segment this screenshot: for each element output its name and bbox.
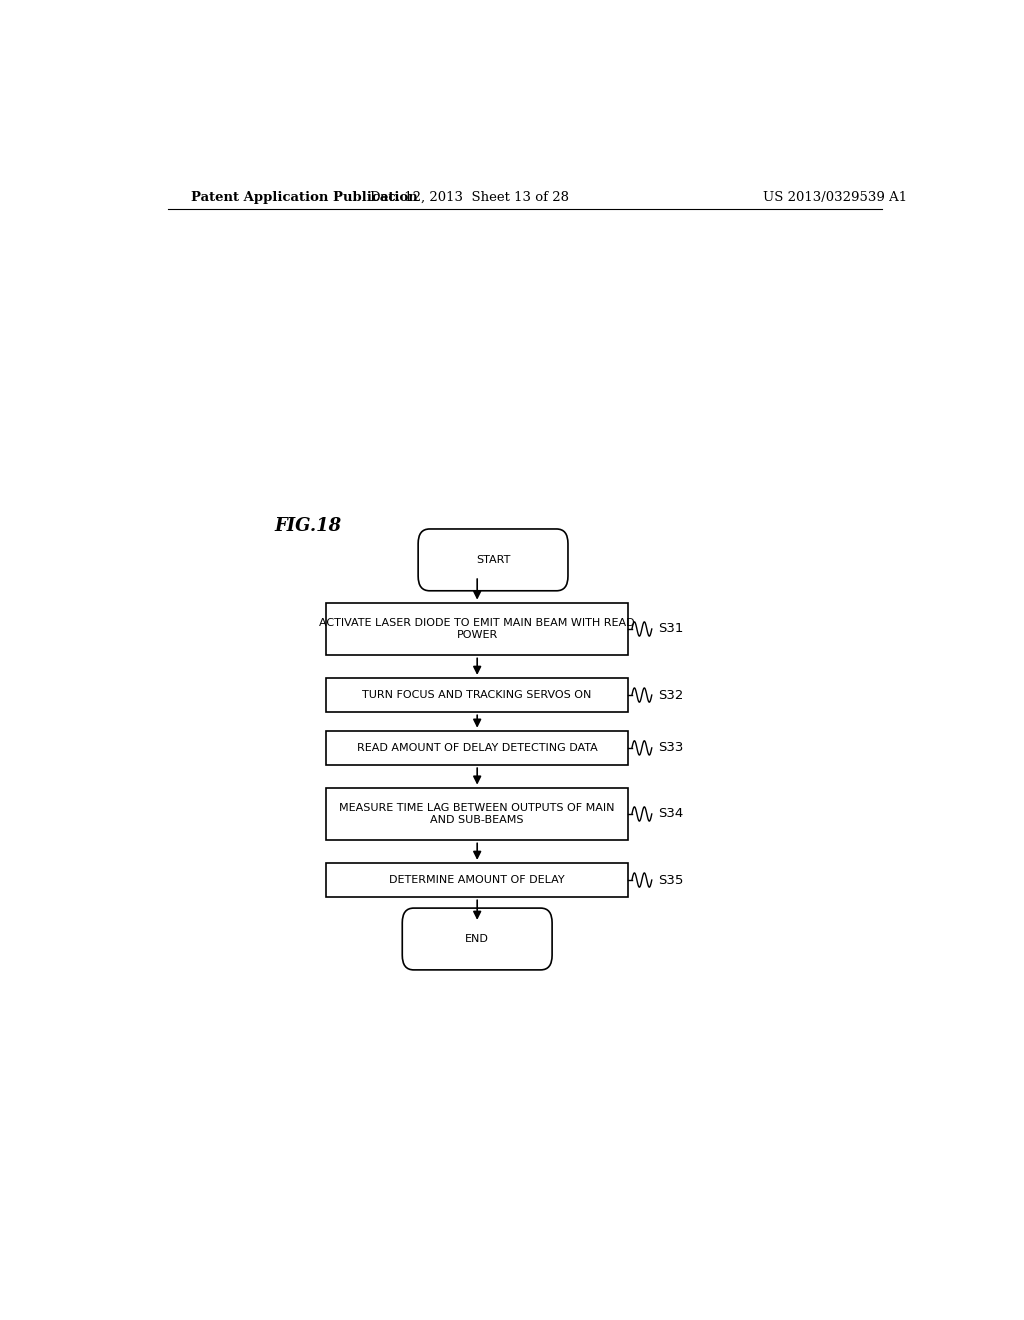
Text: US 2013/0329539 A1: US 2013/0329539 A1 bbox=[763, 190, 907, 203]
Text: Dec. 12, 2013  Sheet 13 of 28: Dec. 12, 2013 Sheet 13 of 28 bbox=[370, 190, 568, 203]
Text: S31: S31 bbox=[658, 623, 683, 635]
Text: START: START bbox=[476, 554, 510, 565]
FancyBboxPatch shape bbox=[402, 908, 552, 970]
Text: READ AMOUNT OF DELAY DETECTING DATA: READ AMOUNT OF DELAY DETECTING DATA bbox=[356, 743, 598, 752]
Bar bbox=[327, 602, 628, 656]
Text: MEASURE TIME LAG BETWEEN OUTPUTS OF MAIN
AND SUB-BEAMS: MEASURE TIME LAG BETWEEN OUTPUTS OF MAIN… bbox=[339, 803, 615, 825]
Text: S34: S34 bbox=[658, 808, 683, 821]
Bar bbox=[327, 863, 628, 898]
Text: ACTIVATE LASER DIODE TO EMIT MAIN BEAM WITH READ
POWER: ACTIVATE LASER DIODE TO EMIT MAIN BEAM W… bbox=[319, 618, 635, 640]
Text: DETERMINE AMOUNT OF DELAY: DETERMINE AMOUNT OF DELAY bbox=[389, 875, 565, 884]
Text: S35: S35 bbox=[658, 874, 683, 887]
Text: S33: S33 bbox=[658, 742, 683, 755]
Text: FIG.18: FIG.18 bbox=[274, 517, 342, 536]
Bar bbox=[327, 677, 628, 713]
FancyBboxPatch shape bbox=[418, 529, 568, 591]
Text: TURN FOCUS AND TRACKING SERVOS ON: TURN FOCUS AND TRACKING SERVOS ON bbox=[362, 690, 592, 700]
Bar bbox=[327, 788, 628, 841]
Bar bbox=[327, 731, 628, 766]
Text: Patent Application Publication: Patent Application Publication bbox=[191, 190, 418, 203]
Text: END: END bbox=[465, 935, 489, 944]
Text: S32: S32 bbox=[658, 689, 683, 701]
